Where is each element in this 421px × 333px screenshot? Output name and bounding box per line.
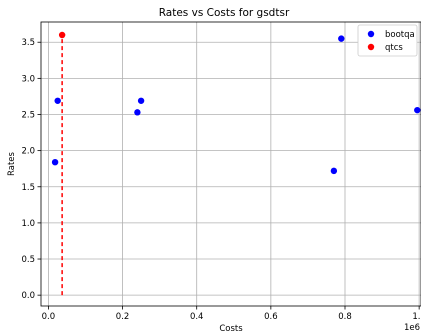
data-marks <box>51 31 421 296</box>
point-bootqa <box>338 35 345 42</box>
x-tick-label: 0.0 <box>42 312 56 322</box>
plot-frame <box>40 21 421 307</box>
chart-title: Rates vs Costs for gsdtsr <box>159 7 290 19</box>
point-bootqa <box>414 106 421 114</box>
x-tick-label: 0.6 <box>264 312 278 322</box>
point-bootqa <box>330 167 338 175</box>
y-tick-label: 1.5 <box>21 183 35 193</box>
y-tick-label: 2.5 <box>21 110 35 120</box>
x-tick-label: 1.0 <box>412 312 421 322</box>
x-axis-label: Costs <box>219 324 243 333</box>
y-tick-label: 2.0 <box>21 147 35 157</box>
point-qtcs <box>58 31 66 39</box>
y-tick-label: 3.0 <box>21 74 35 84</box>
y-tick-label: 3.5 <box>21 38 35 48</box>
x-tick-label: 0.2 <box>116 312 130 322</box>
x-tick-label: 0.4 <box>190 312 204 322</box>
legend-label-bootqa: bootqa <box>385 30 415 40</box>
y-tick-label: 0.5 <box>21 255 35 265</box>
legend: bootqa qtcs <box>357 24 418 57</box>
grid <box>41 22 421 306</box>
point-bootqa <box>137 97 145 104</box>
point-bootqa <box>54 97 61 104</box>
legend-marker-bootqa <box>367 30 375 38</box>
y-tick-label: 1.0 <box>21 219 35 229</box>
point-bootqa <box>134 109 141 116</box>
y-tick-label: 0.0 <box>21 291 35 301</box>
legend-marker-qtcs <box>367 43 375 51</box>
legend-label-qtcs: qtcs <box>385 43 403 53</box>
x-scale-label: 1e6 <box>404 323 420 333</box>
axis-ticks: 0.0 0.2 0.4 0.6 0.8 1.0 0.0 0.5 1.0 1.5 2.0 2.5 3.0 3… <box>21 38 421 322</box>
point-bootqa <box>51 158 59 166</box>
y-axis-label: Rates <box>7 151 17 175</box>
x-tick-label: 0.8 <box>338 312 352 322</box>
